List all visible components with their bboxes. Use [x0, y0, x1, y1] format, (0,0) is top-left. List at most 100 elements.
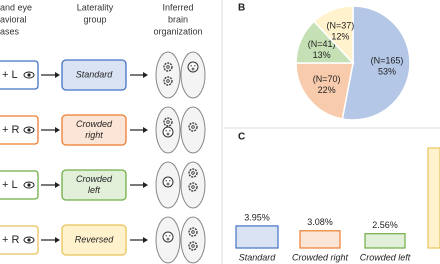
- gear-icon: [188, 168, 198, 178]
- eye-icon: [23, 71, 35, 79]
- arrow-head: [55, 127, 60, 133]
- bar-category: Crowded left: [360, 252, 411, 262]
- bar-value-label: 3.95%: [244, 212, 270, 222]
- face-icon: [194, 65, 196, 67]
- hand-box: [0, 60, 39, 90]
- face-icon: [165, 130, 167, 132]
- slice-value-label: 13%: [313, 50, 331, 60]
- face-icon: [165, 180, 167, 182]
- gear-icon: [191, 125, 195, 129]
- face-icon: [169, 180, 171, 182]
- pie-slice: [312, 5, 354, 65]
- gear-icon: [191, 185, 195, 189]
- brain-hemisphere: [180, 161, 206, 209]
- brain-hemisphere: [180, 106, 206, 154]
- column-header: Inferred: [162, 2, 193, 12]
- arrow-head: [143, 72, 148, 78]
- bar-value-label: 2.56%: [372, 220, 398, 230]
- slice-value-label: 22%: [318, 85, 336, 95]
- column-header: Laterality: [77, 2, 114, 12]
- face-icon: [162, 126, 174, 138]
- gear-icon: [163, 76, 173, 86]
- eye-icon: [27, 183, 31, 187]
- arrow-head: [143, 182, 148, 188]
- gear-icon: [188, 241, 198, 251]
- eye-icon: [27, 128, 31, 132]
- arrow-head: [143, 127, 148, 133]
- face-icon: [190, 65, 192, 67]
- bar: [427, 147, 440, 249]
- hand-box: [0, 170, 39, 200]
- pie-slice: [295, 62, 354, 120]
- bar-value-label: 3.08%: [307, 217, 333, 227]
- bar: [235, 225, 279, 249]
- gear-icon: [163, 117, 173, 127]
- column-header: brain: [168, 14, 188, 24]
- slice-category: (N=165): [371, 56, 404, 66]
- gear-icon: [188, 122, 198, 132]
- group-label: Reversed: [75, 234, 115, 244]
- group-label: Crowded: [76, 174, 113, 184]
- slice-category: (N=70): [313, 74, 341, 84]
- group-label: left: [88, 185, 101, 195]
- column-header: and eye: [0, 2, 32, 12]
- face-icon: [169, 235, 171, 237]
- group-box: [61, 224, 127, 256]
- hand-box: [0, 225, 39, 255]
- column-header: group: [83, 14, 106, 24]
- face-icon: [166, 237, 170, 241]
- bar-category: Standard: [239, 252, 277, 262]
- face-icon: [162, 176, 174, 188]
- hand-label: + R: [2, 124, 19, 136]
- gear-icon: [188, 182, 198, 192]
- eye-icon: [23, 126, 35, 134]
- group-box: [61, 114, 127, 146]
- slice-value-label: 53%: [378, 67, 396, 77]
- eye-icon: [27, 73, 31, 77]
- column-header: organization: [153, 26, 202, 36]
- slice-category: (N=37): [327, 21, 355, 31]
- slice-category: (N=41): [308, 39, 336, 49]
- pie-slice: [341, 5, 411, 121]
- hand-label: + R: [2, 234, 19, 246]
- face-icon: [187, 61, 199, 73]
- arrow-head: [55, 182, 60, 188]
- gear-icon: [188, 227, 198, 237]
- gear-icon: [166, 79, 170, 83]
- gear-icon: [166, 120, 170, 124]
- hand-label: + L: [2, 179, 18, 191]
- group-box: [61, 169, 127, 201]
- face-icon: [191, 67, 195, 71]
- gear-icon: [191, 230, 195, 234]
- brain-hemisphere: [180, 51, 206, 99]
- group-label: right: [85, 130, 103, 140]
- eye-icon: [27, 238, 31, 242]
- brain-hemisphere: [155, 51, 181, 99]
- arrow-head: [55, 237, 60, 243]
- gear-icon: [166, 65, 170, 69]
- face-icon: [162, 231, 174, 243]
- panel-label: B: [238, 3, 245, 14]
- eye-icon: [23, 236, 35, 244]
- bar-category: Crowded right: [292, 252, 349, 262]
- bar: [364, 233, 406, 249]
- column-header: avioral: [0, 14, 27, 24]
- panel-label: C: [238, 132, 245, 143]
- face-icon: [166, 132, 170, 136]
- hand-label: + L: [2, 69, 18, 81]
- gear-icon: [191, 171, 195, 175]
- slice-value-label: 12%: [331, 32, 349, 42]
- hand-box: [0, 115, 39, 145]
- face-icon: [169, 130, 171, 132]
- arrow-head: [55, 72, 60, 78]
- group-label: Standard: [76, 69, 114, 79]
- bar: [299, 230, 341, 249]
- column-header: ases: [0, 26, 20, 36]
- face-icon: [166, 182, 170, 186]
- eye-icon: [23, 181, 35, 189]
- group-box: [61, 59, 127, 91]
- gear-icon: [191, 244, 195, 248]
- brain-hemisphere: [180, 216, 206, 264]
- arrow-head: [143, 237, 148, 243]
